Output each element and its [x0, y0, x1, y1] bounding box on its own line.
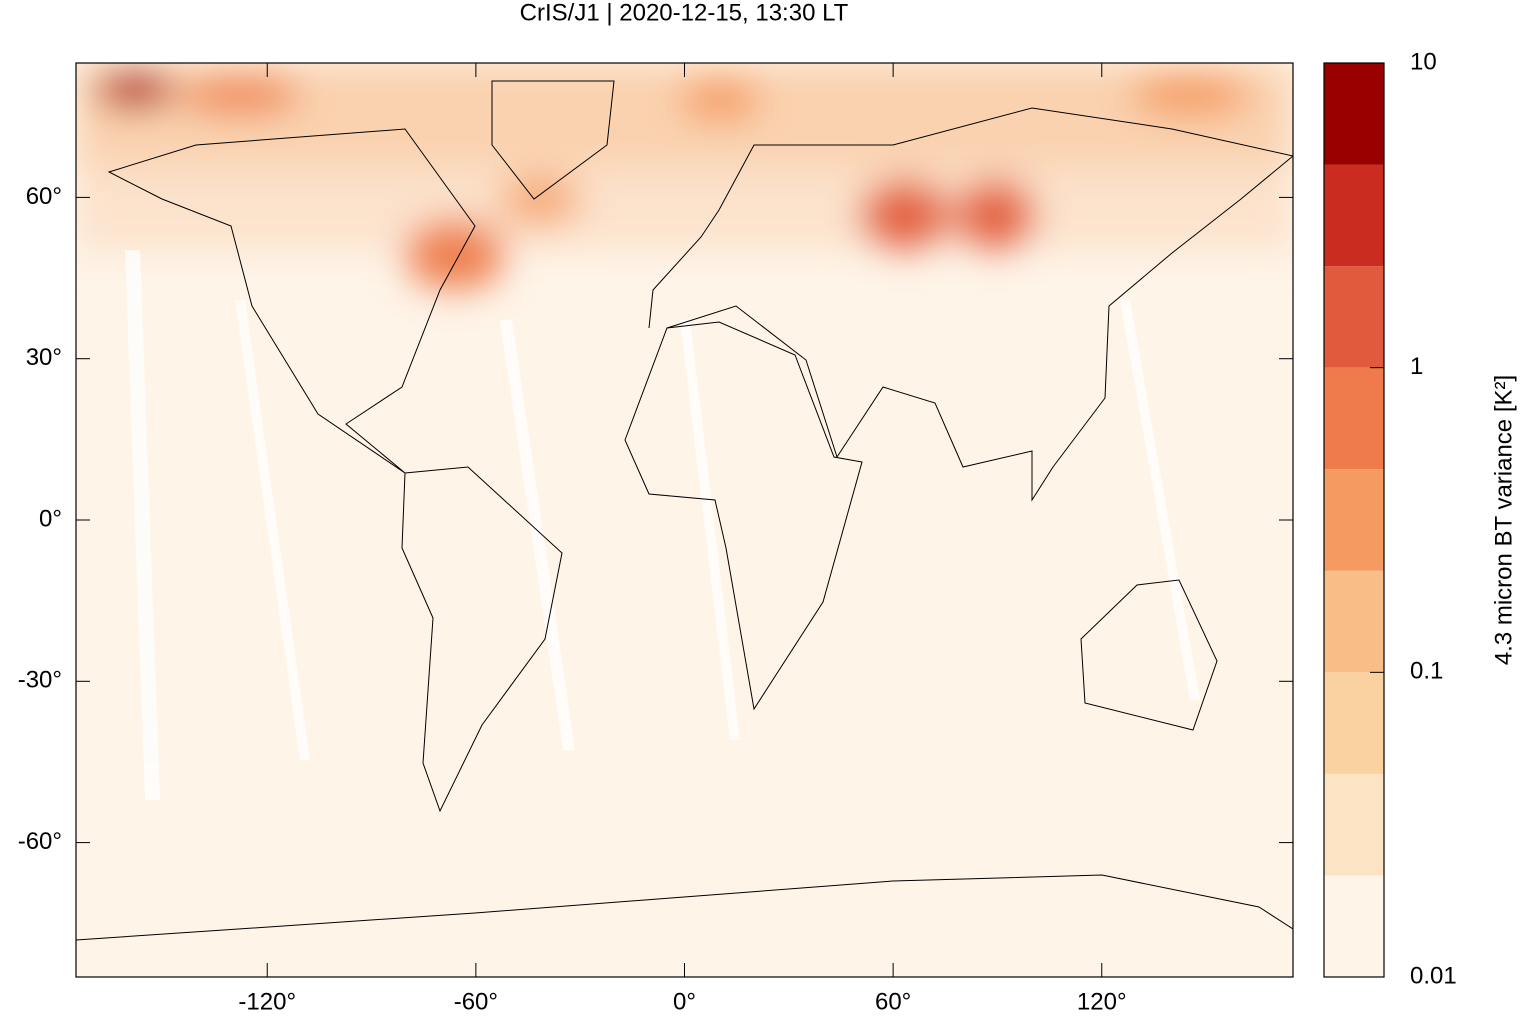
map [76, 63, 1293, 977]
y-tick-label: 30° [26, 344, 62, 371]
colorbar-band [1324, 570, 1384, 673]
x-tick-label: 120° [1077, 988, 1127, 1015]
colorbar-tick-label: 10 [1410, 48, 1437, 75]
colorbar-band [1324, 164, 1384, 267]
colorbar-label: 4.3 micron BT variance [K²] [1490, 375, 1517, 665]
colorbar-band [1324, 773, 1384, 876]
colorbar [1324, 63, 1384, 977]
y-tick-label: -60° [18, 828, 62, 855]
y-tick-label: 0° [39, 505, 62, 532]
orbit-gaps [125, 250, 1200, 800]
y-tick-label: -30° [18, 667, 62, 694]
colorbar-band [1324, 469, 1384, 571]
colorbar-tick-label: 0.01 [1410, 962, 1457, 989]
x-tick-label: 0° [673, 988, 696, 1015]
colorbar-band [1324, 875, 1384, 977]
x-tick-label: -60° [454, 988, 498, 1015]
colorbar-band [1324, 266, 1384, 368]
colorbar-tick-label: 0.1 [1410, 658, 1443, 685]
colorbar-tick-label: 1 [1410, 353, 1423, 380]
chart-title: CrIS/J1 | 2020-12-15, 13:30 LT [520, 0, 849, 26]
colorbar-band [1324, 672, 1384, 774]
x-tick-label: -120° [238, 988, 296, 1015]
colorbar-band [1324, 63, 1384, 165]
y-tick-label: 60° [26, 183, 62, 210]
colorbar-band [1324, 367, 1384, 470]
heat-field [76, 63, 1293, 290]
x-tick-label: 60° [875, 988, 911, 1015]
colorbar-frame [1323, 62, 1385, 978]
coastlines [76, 80, 1293, 941]
